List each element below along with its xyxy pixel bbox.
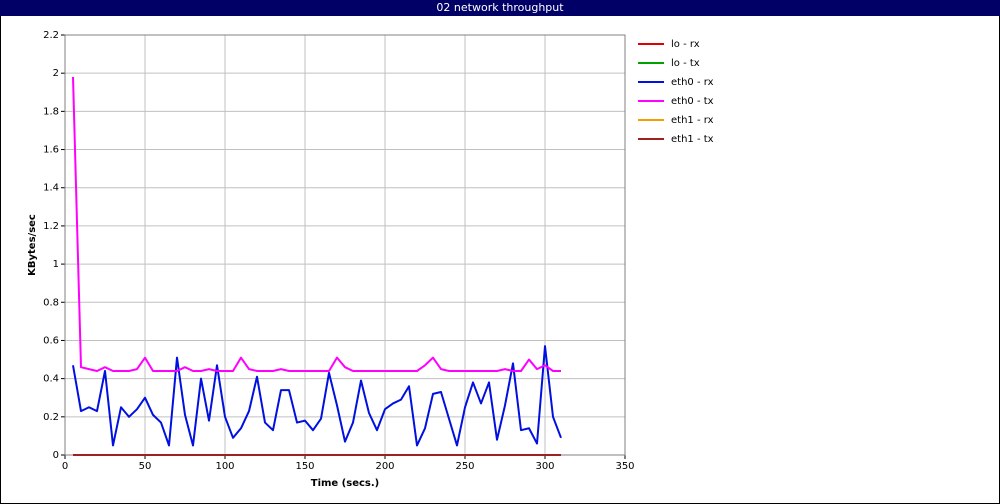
title-bar [0, 0, 1000, 16]
x-tick-label: 0 [62, 461, 68, 472]
y-axis-label: KBytes/sec [27, 214, 38, 276]
x-tick-label: 250 [455, 461, 474, 472]
y-tick-label: 1.8 [43, 106, 59, 117]
y-tick-label: 0.2 [43, 412, 59, 423]
y-tick-label: 1.4 [43, 183, 59, 194]
legend-label: eth1 - tx [671, 134, 714, 145]
x-tick-label: 300 [535, 461, 554, 472]
legend-label: eth0 - tx [671, 96, 714, 107]
series-line [72, 76, 561, 372]
y-tick-label: 2 [53, 68, 59, 79]
legend-label: lo - tx [671, 58, 700, 69]
y-tick-label: 0.4 [43, 374, 59, 385]
y-tick-label: 1.2 [43, 221, 59, 232]
legend-label: eth1 - rx [671, 115, 714, 126]
chart-title: 02 network throughput [436, 1, 564, 14]
y-tick-label: 1.6 [43, 145, 59, 156]
y-tick-label: 2.2 [43, 30, 59, 41]
x-tick-label: 50 [139, 461, 152, 472]
x-tick-label: 150 [295, 461, 314, 472]
x-tick-label: 200 [375, 461, 394, 472]
y-tick-label: 1 [53, 259, 59, 270]
legend-label: eth0 - rx [671, 77, 714, 88]
series-line [72, 345, 562, 447]
y-tick-label: 0 [53, 450, 59, 461]
plot-area [65, 35, 625, 455]
legend-label: lo - rx [671, 39, 700, 50]
x-tick-label: 350 [615, 461, 634, 472]
x-tick-label: 100 [215, 461, 234, 472]
y-tick-label: 0.6 [43, 335, 59, 346]
y-tick-label: 0.8 [43, 297, 59, 308]
x-axis-label: Time (secs.) [311, 478, 380, 489]
